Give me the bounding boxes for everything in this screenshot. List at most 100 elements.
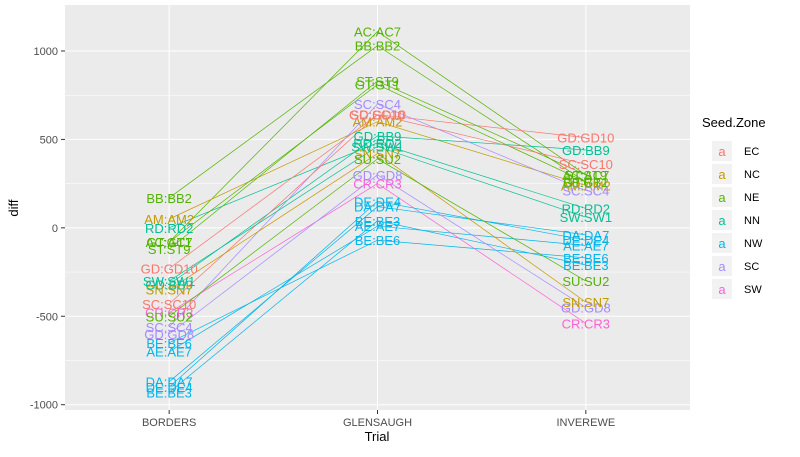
series-line	[168, 80, 586, 250]
legend-label: NE	[744, 192, 759, 204]
series-line	[168, 200, 586, 388]
legend-item-nn: a NN	[712, 210, 760, 230]
y-tick-label: -1000	[30, 400, 58, 412]
point-label: DA:DA7	[354, 200, 401, 215]
series-line	[169, 225, 586, 352]
point-label: BE:BE6	[355, 233, 401, 248]
legend-key	[712, 164, 732, 184]
series-line	[168, 31, 586, 243]
point-label: AM:AM2	[561, 178, 611, 193]
point-label: AM:AM2	[144, 212, 194, 227]
legend-item-nw: a NW	[712, 233, 763, 253]
legend: Seed.Zone a EC a NC a NE a NN a NW a SC a SW	[702, 115, 766, 299]
point-label: DA:DA7	[146, 375, 193, 390]
legend-key-glyph: a	[718, 144, 726, 159]
y-tick-label: -500	[36, 311, 58, 323]
point-label: SN:SN7	[354, 147, 401, 162]
point-label: RD:RD2	[562, 201, 610, 216]
point-label: SC:SC4	[146, 320, 193, 335]
point-label: BB:BB2	[563, 175, 609, 190]
point-label: SU:SU2	[146, 309, 193, 324]
point-label: SC:SC10	[142, 297, 196, 312]
point-label: SC:SC4	[562, 184, 609, 199]
point-label: BB:BB2	[146, 191, 192, 206]
y-axis: -1000 -500 0 500 1000	[30, 46, 65, 412]
legend-label: NN	[744, 215, 760, 227]
x-tick-label: INVEREWE	[556, 417, 615, 429]
point-label: CR:CR3	[562, 316, 610, 331]
legend-key-glyph: a	[718, 167, 726, 182]
legend-key-glyph: a	[718, 213, 726, 228]
point-label: DE:DE4	[562, 233, 609, 248]
point-label: AE:AE7	[355, 219, 401, 234]
point-label: DE:DE4	[354, 194, 401, 209]
point-label: BE:BE3	[563, 258, 609, 273]
legend-item-ne: a NE	[712, 187, 759, 207]
series-line	[168, 158, 586, 317]
x-axis-title: Trial	[365, 429, 390, 444]
point-label: AE:AE7	[563, 239, 609, 254]
point-label: GD:BB9	[562, 143, 610, 158]
point-label: BE:BE6	[146, 336, 192, 351]
x-tick-label: GLENSAUGH	[343, 417, 412, 429]
point-label: SU:SU2	[562, 274, 609, 289]
series-line	[168, 135, 586, 285]
point-label: AC:AC7	[562, 168, 609, 183]
legend-key	[712, 210, 732, 230]
series-line	[169, 153, 587, 303]
legend-key-glyph: a	[718, 282, 726, 297]
legend-key	[712, 256, 732, 276]
point-labels: BB:BB2BB:BB2BB:BB2AC:AC7AC:AC7AC:AC7AM:A…	[141, 25, 615, 401]
point-label: CR:CR3	[145, 306, 193, 321]
series-line	[169, 239, 586, 344]
point-label: SC:SC10	[350, 108, 404, 123]
point-label: GD:GD10	[349, 108, 406, 123]
legend-item-sw: a SW	[712, 279, 762, 299]
point-label: SU:SU2	[354, 152, 401, 167]
point-label: ST:ST9	[148, 242, 191, 257]
point-label: GD:GD8	[561, 300, 611, 315]
point-label: RD:RD2	[145, 221, 193, 236]
point-label: SC:SC10	[559, 157, 613, 172]
y-tick-label: 1000	[34, 46, 58, 58]
y-axis-title: diff	[6, 199, 21, 216]
series-line	[169, 146, 586, 282]
point-label: SW:SW1	[560, 210, 613, 225]
series-line	[169, 142, 586, 229]
legend-item-sc: a SC	[712, 256, 759, 276]
point-label: BE:BE3	[146, 385, 192, 400]
legend-item-ec: a EC	[712, 141, 759, 161]
point-label: BB:BB2	[355, 39, 401, 54]
point-label: GT:GT1	[146, 235, 192, 250]
legend-items: a EC a NC a NE a NN a NW a SC a SW	[712, 141, 763, 299]
series-line	[169, 121, 586, 220]
point-label: CR:CR3	[353, 177, 401, 192]
legend-label: SW	[744, 284, 762, 296]
point-label: AM:AM2	[353, 115, 403, 130]
series-line	[168, 174, 586, 335]
point-label: SW:SW1	[351, 139, 404, 154]
point-label: ST:ST9	[565, 168, 608, 183]
point-label: AE:AE7	[146, 345, 192, 360]
point-label: AC:AC7	[354, 25, 401, 40]
point-label: SC:SC4	[354, 97, 401, 112]
y-tick-label: 0	[52, 223, 58, 235]
point-label: GT:GT1	[355, 78, 401, 93]
legend-key-glyph: a	[718, 190, 726, 205]
legend-key-glyph: a	[718, 236, 726, 251]
legend-label: NC	[744, 169, 760, 181]
x-axis: BORDERS GLENSAUGH INVEREWE	[142, 410, 615, 429]
series-lines	[168, 31, 587, 393]
point-label: GD:BB9	[354, 129, 402, 144]
series-line	[168, 206, 586, 382]
point-label: AC:AC7	[146, 235, 193, 250]
point-label: DE:DE4	[146, 380, 193, 395]
point-label: SN:SN7	[562, 295, 609, 310]
point-label: SW:SW1	[143, 274, 196, 289]
legend-key	[712, 141, 732, 161]
series-line	[168, 84, 586, 243]
point-label: BE:BE6	[563, 251, 609, 266]
legend-key	[712, 187, 732, 207]
point-label: BE:BE3	[355, 214, 401, 229]
